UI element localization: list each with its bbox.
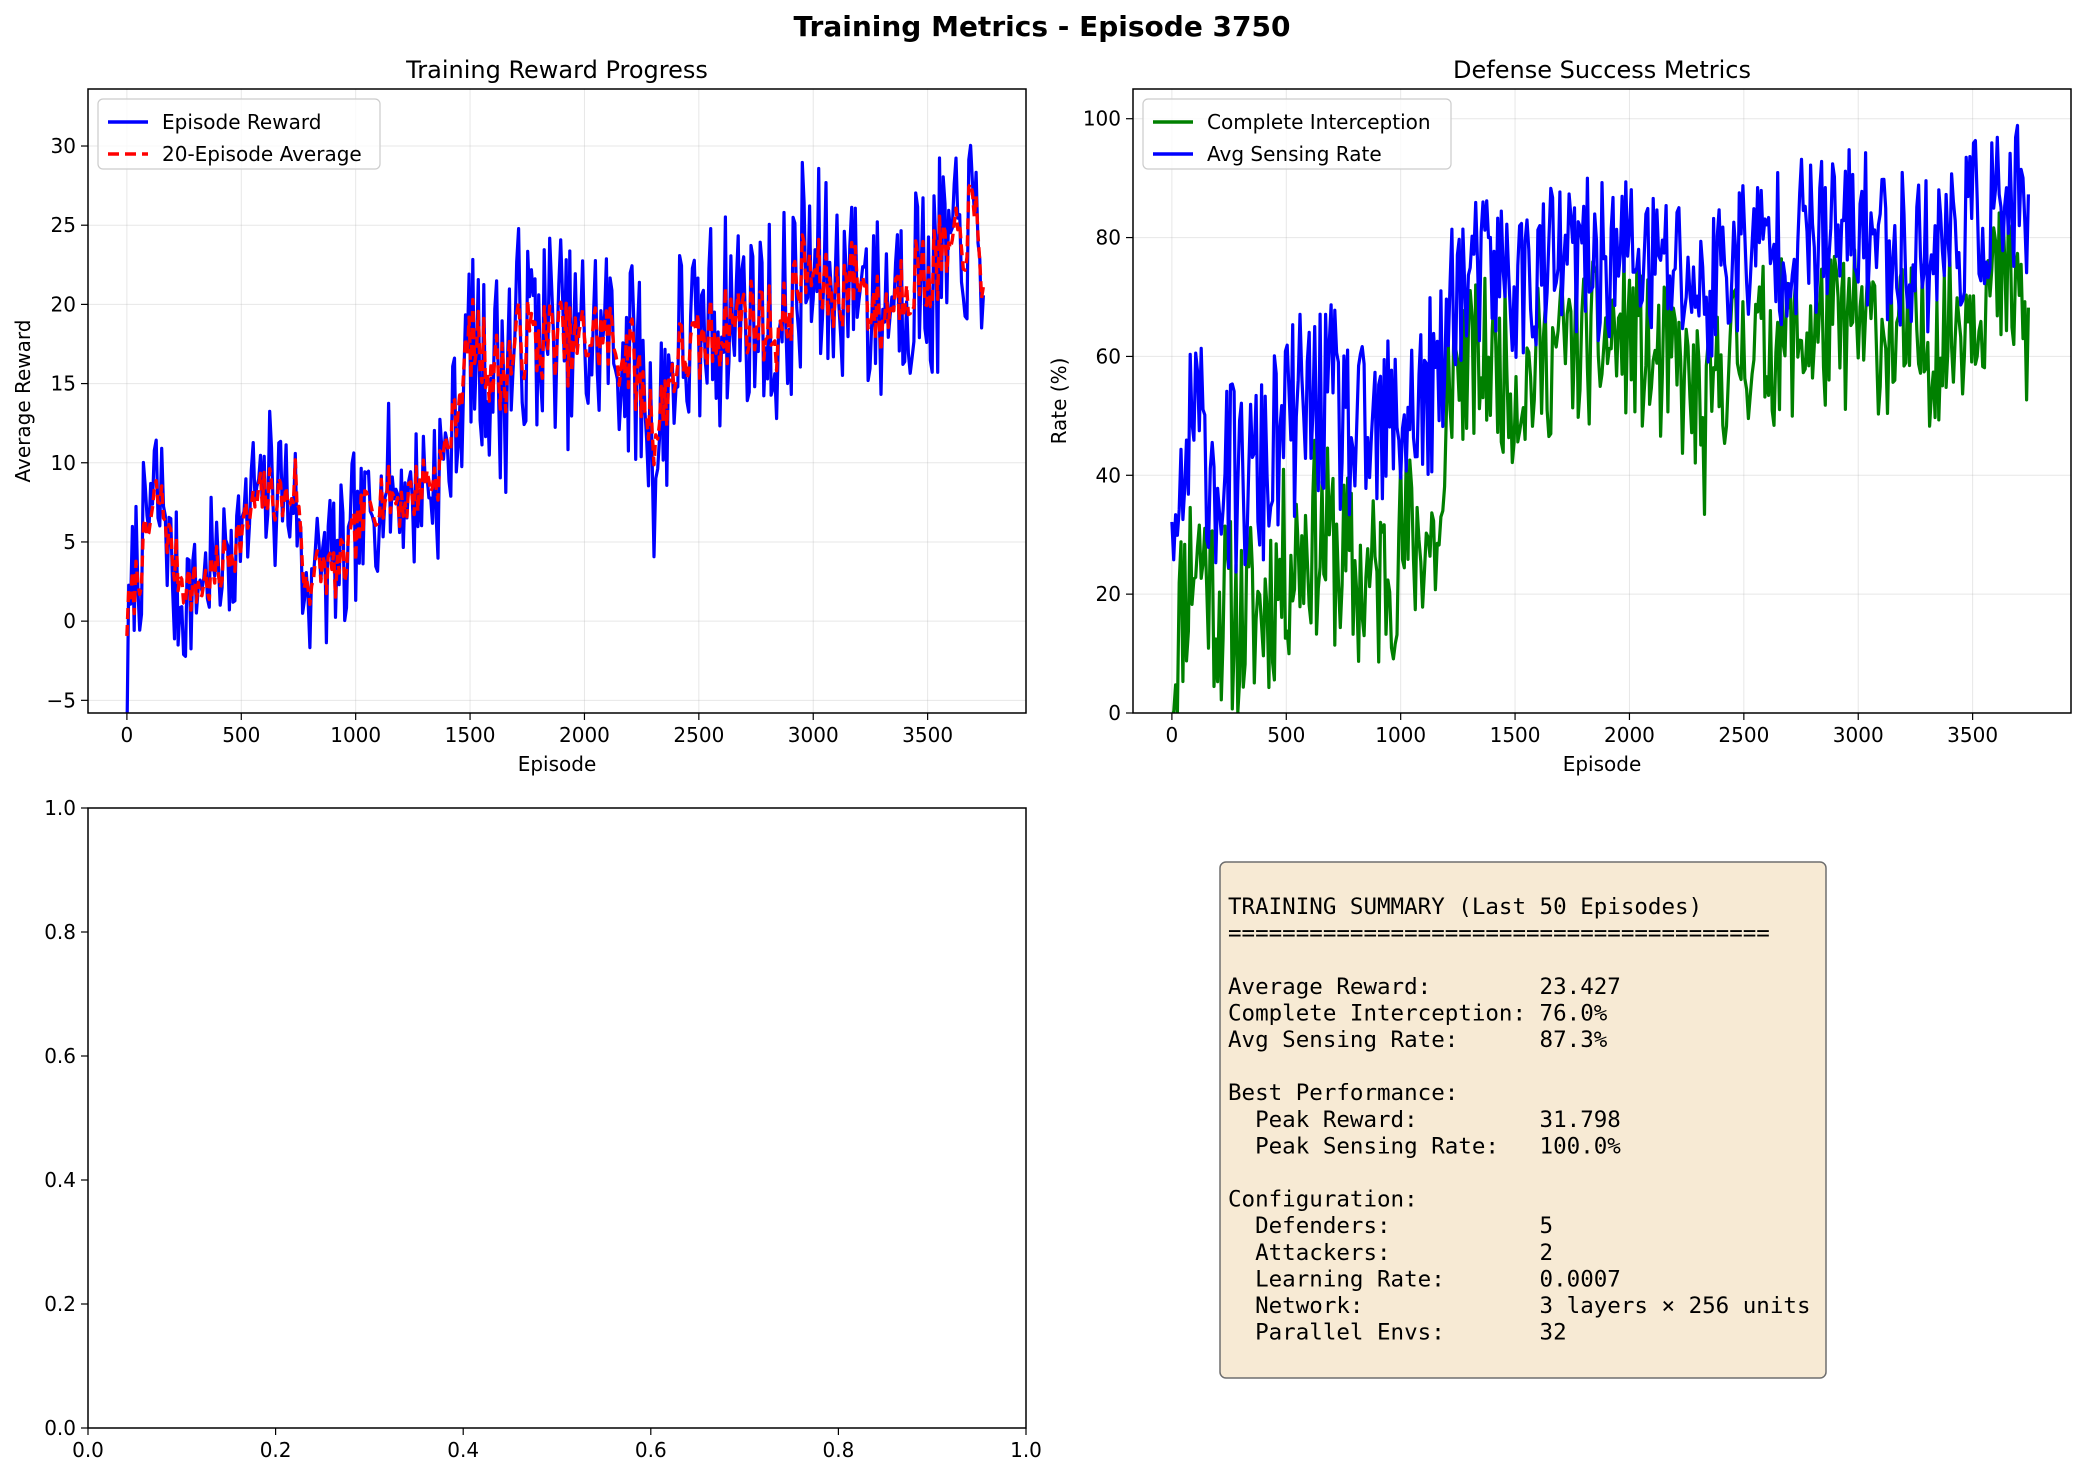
y-tick-label: 1.0 [44,796,76,820]
y-tick-label: 0.6 [44,1044,76,1068]
figure-title: Training Metrics - Episode 3750 [794,10,1291,43]
summary-line: Defenders: 5 [1228,1213,1553,1239]
y-tick-label: 10 [51,451,76,475]
x-tick-label: 2500 [1718,723,1769,747]
series-line-complete-interception [1171,210,2030,713]
y-tick-label: 60 [1096,344,1121,368]
legend-box [97,98,381,170]
x-tick-label: 1500 [1490,723,1541,747]
x-tick-label: 500 [222,723,260,747]
series-line-episode-reward [125,143,985,713]
y-tick-label: 100 [1083,107,1121,131]
x-tick-label: 0.8 [822,1438,854,1462]
x-tick-label: 0.6 [635,1438,667,1462]
summary-line: Peak Sensing Rate: 100.0% [1228,1133,1621,1159]
axes-title: Defense Success Metrics [1453,56,1751,84]
y-tick-label: 40 [1096,463,1121,487]
summary-line: Best Performance: [1228,1080,1458,1106]
summary-line: Attackers: 2 [1228,1240,1553,1266]
legend-label: Complete Interception [1207,110,1431,134]
x-tick-label: 3500 [1947,723,1998,747]
reward-chart: 0 500 1000 1500 2000 2500 3000 3500 −5 0 5 10 15 20 25… [11,56,1027,776]
summary-line: Avg Sensing Rate: 87.3% [1228,1027,1608,1053]
axes-frame [87,807,1027,1429]
summary-line: Peak Reward: 31.798 [1228,1107,1621,1133]
y-tick-label: 20 [1096,582,1121,606]
y-axis-label: Average Reward [11,320,35,483]
summary-line: Average Reward: 23.427 [1228,974,1621,1000]
x-tick-label: 1000 [1375,723,1426,747]
x-tick-label: 2000 [1604,723,1655,747]
summary-line: TRAINING SUMMARY (Last 50 Episodes) [1228,894,1702,920]
summary-line: Network: 3 layers × 256 units [1228,1293,1810,1319]
x-axis-label: Episode [518,752,597,776]
x-axis-label: Episode [1563,752,1642,776]
x-tick-label: 3500 [902,723,953,747]
empty-axes: 0.0 0.2 0.4 0.6 0.8 1.0 0.0 0.2 0.4 0.6 0.8 1.0 [44,796,1042,1462]
x-tick-label: 0 [1166,723,1179,747]
x-tick-label: 2500 [673,723,724,747]
summary-line: ======================================== [1228,921,1770,947]
x-tick-label: 0.0 [72,1438,104,1462]
y-tick-label: 0.0 [44,1416,76,1440]
axes-frame [87,88,1027,714]
summary-line: Configuration: [1228,1187,1418,1213]
x-tick-label: 3000 [788,723,839,747]
summary-line: Learning Rate: 0.0007 [1228,1266,1621,1292]
summary-line: Parallel Envs: 32 [1228,1320,1567,1346]
x-tick-label: 1000 [330,723,381,747]
y-tick-label: 15 [51,372,76,396]
series-line-20-episode-average [125,181,986,637]
y-axis-label: Rate (%) [1047,358,1071,445]
y-tick-label: 0.4 [44,1168,76,1192]
legend-label: 20-Episode Average [162,142,362,166]
summary-box-background [1219,861,1827,1379]
x-tick-label: 0.4 [447,1438,479,1462]
training-summary-box: TRAINING SUMMARY (Last 50 Episodes)=====… [1219,861,1827,1379]
legend-box [1142,98,1452,170]
defense-chart: 0 500 1000 1500 2000 2500 3000 3500 0 20 40 60 80 100… [1047,56,2072,776]
x-tick-label: 0.2 [260,1438,292,1462]
axes-frame [1132,88,2072,714]
x-tick-label: 3000 [1833,723,1884,747]
y-tick-label: 0.2 [44,1292,76,1316]
y-tick-label: 30 [51,134,76,158]
legend-label: Avg Sensing Rate [1207,142,1382,166]
x-tick-label: 1.0 [1010,1438,1042,1462]
axes-title: Training Reward Progress [405,56,708,84]
y-tick-label: 80 [1096,226,1121,250]
legend-label: Episode Reward [162,110,321,134]
x-tick-label: 0 [121,723,134,747]
y-tick-label: 0 [1108,701,1121,725]
y-tick-label: 0 [63,609,76,633]
y-tick-label: 25 [51,213,76,237]
y-tick-label: 0.8 [44,920,76,944]
summary-line: Complete Interception: 76.0% [1228,1000,1608,1026]
x-tick-label: 500 [1267,723,1305,747]
y-tick-label: 5 [63,530,76,554]
x-tick-label: 1500 [445,723,496,747]
y-tick-label: 20 [51,292,76,316]
y-tick-label: −5 [47,688,76,712]
series-line-avg-sensing-rate [1170,123,2030,574]
x-tick-label: 2000 [559,723,610,747]
